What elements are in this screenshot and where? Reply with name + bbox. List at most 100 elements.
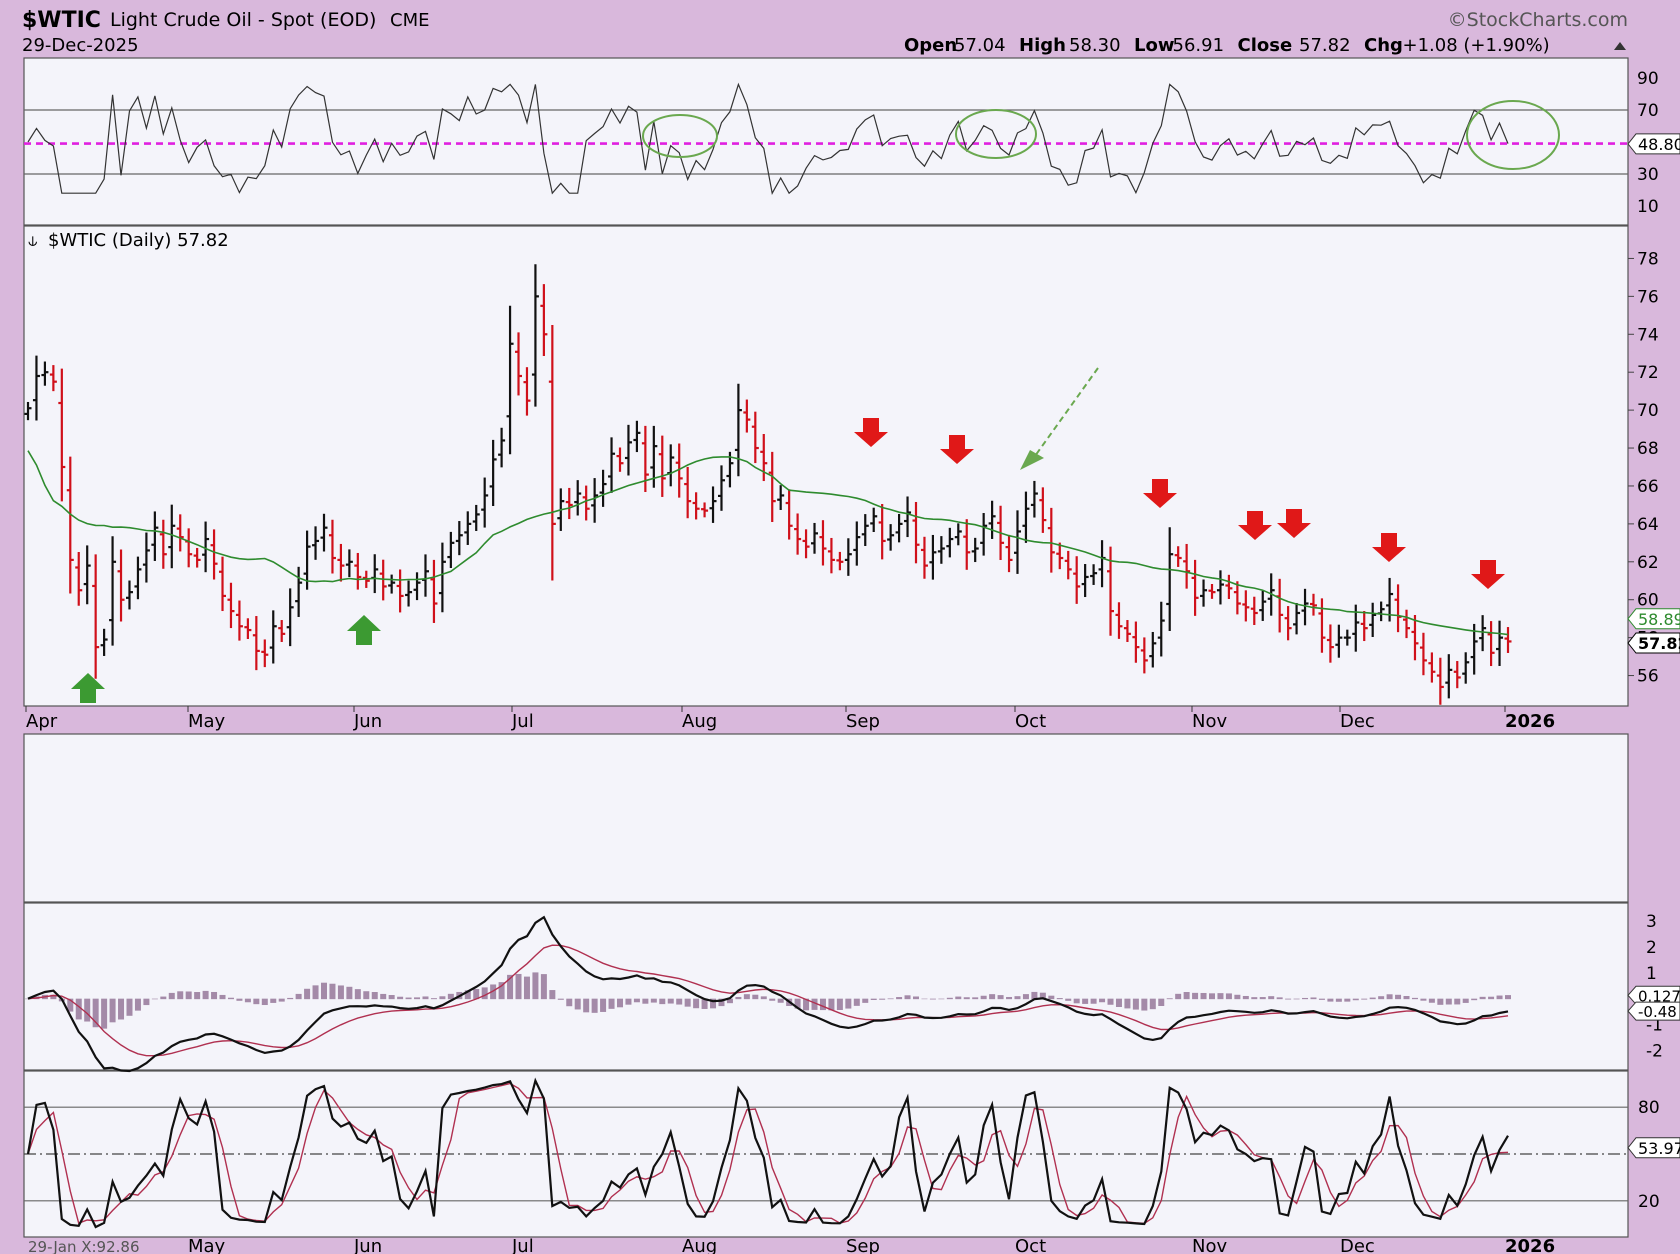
macd-histogram-bar	[1318, 998, 1325, 1000]
macd-histogram-bar	[938, 998, 945, 1000]
resistance-arrow	[940, 435, 974, 464]
resistance-arrow	[1238, 511, 1272, 540]
ohlc-bar	[244, 618, 252, 639]
macd-histogram-bar	[777, 998, 784, 1003]
ohlc-bar	[1123, 620, 1131, 642]
ohlc-bar	[1047, 507, 1055, 573]
month-label: Sep	[846, 711, 880, 732]
ohlc-label: Close	[1238, 35, 1293, 56]
ohlc-bar	[1411, 614, 1419, 661]
macd-histogram-bar	[659, 998, 666, 1005]
ohlc-bar	[946, 527, 954, 558]
support-arrow	[347, 615, 381, 645]
macd-histogram-bar	[439, 996, 446, 1000]
highlight-circle	[642, 114, 718, 158]
value-tag-label: 57.82	[1638, 634, 1680, 653]
ohlc-bar	[219, 556, 227, 612]
ohlc-bar	[1428, 652, 1436, 683]
ohlc-bar	[827, 537, 835, 574]
macd-histogram-bar	[1369, 997, 1376, 1000]
bottom-axis-label: 2026	[1505, 1236, 1555, 1254]
ohlc-bar	[1318, 598, 1326, 653]
month-label: May	[188, 711, 226, 732]
macd-histogram-bar	[1276, 997, 1283, 1000]
macd-histogram-bar	[346, 986, 353, 1000]
ohlc-bar	[1233, 581, 1241, 615]
ohlc-bar	[506, 305, 514, 455]
macd-histogram-bar	[1149, 998, 1156, 1010]
macd-histogram-bar	[625, 998, 632, 1005]
ohlc-bar	[937, 536, 945, 564]
macd-histogram-bar	[1378, 996, 1385, 1000]
ohlc-bar	[548, 325, 556, 581]
macd-tick-label: 2	[1646, 938, 1657, 958]
ohlc-bar	[1166, 527, 1174, 632]
rsi-tick-label: 10	[1637, 197, 1659, 217]
macd-line	[27, 915, 1509, 1073]
macd-histogram-bar	[1479, 996, 1486, 1000]
macd-histogram-bar	[1327, 998, 1334, 1002]
ohlc-bar	[768, 451, 776, 522]
macd-histogram-bar	[287, 997, 294, 1000]
macd-histogram-bar	[1132, 998, 1139, 1010]
macd-histogram-bar	[921, 998, 928, 1000]
macd-histogram-bar	[583, 998, 590, 1013]
macd-histogram-bar	[650, 998, 657, 1003]
macd-histogram-bar	[845, 998, 852, 1009]
macd-histogram-bar	[1285, 998, 1292, 1000]
ohlc-bar	[1242, 590, 1250, 622]
ohlc-bar	[388, 574, 396, 594]
ohlc-bar	[878, 504, 886, 560]
ohlc-bar	[1208, 583, 1216, 599]
macd-histogram-bar	[414, 997, 421, 1000]
ohlc-bar	[100, 628, 108, 656]
ohlc-bar	[1073, 556, 1081, 604]
macd-histogram-bar	[363, 991, 370, 1000]
macd-histogram-bar	[591, 998, 598, 1013]
macd-value-label: 0.127	[1638, 987, 1680, 1005]
stochastic-value-tag	[1627, 1137, 1680, 1159]
ohlc-bar	[1174, 546, 1182, 567]
macd-histogram-bar	[1175, 993, 1182, 1000]
ohlc-label: Open	[904, 35, 957, 56]
macd-histogram-bar	[227, 997, 234, 1000]
exchange-label: CME	[390, 10, 429, 31]
macd-histogram-bar	[955, 996, 962, 1000]
macd-histogram-bar	[828, 998, 835, 1011]
ohlc-bar	[438, 542, 446, 613]
macd-histogram-bar	[109, 998, 116, 1023]
bar-chart-icon: ⫝	[28, 231, 38, 250]
ohlc-bar	[565, 487, 573, 520]
ohlc-bar	[66, 456, 74, 594]
ohlc-bar	[303, 530, 311, 590]
ohlc-bar	[515, 332, 523, 396]
ohlc-bar	[1250, 596, 1258, 626]
macd-histogram-bar	[160, 996, 167, 1000]
bottom-axis-label: Nov	[1192, 1236, 1227, 1254]
ohlc-bar	[574, 480, 582, 516]
ohlc-value: 58.30	[1069, 35, 1121, 56]
resistance-arrow	[1471, 560, 1505, 589]
ohlc-bar	[1005, 534, 1013, 573]
ohlc-bar	[49, 365, 57, 392]
ohlc-label: Chg	[1364, 35, 1403, 56]
macd-histogram-bar	[1183, 992, 1190, 1000]
ohlc-bar	[582, 485, 590, 521]
stochastic-layer: 20 80 53.97	[24, 1077, 1680, 1229]
macd-histogram-bar	[803, 998, 810, 1011]
macd-histogram-bar	[540, 974, 547, 1000]
ohlc-bar	[464, 511, 472, 545]
macd-histogram-bar	[617, 998, 623, 1008]
macd-histogram-bar	[718, 998, 725, 1007]
macd-histogram-bar	[92, 998, 99, 1028]
ohlc-value: 57.04	[954, 35, 1006, 56]
ohlc-bar	[413, 572, 421, 601]
macd-tick-label: 1	[1646, 964, 1657, 984]
brand-label[interactable]: ©StockCharts.com	[1448, 9, 1628, 31]
macd-value-tag	[1627, 985, 1680, 1005]
ohlc-bar	[117, 549, 125, 622]
ohlc-bar	[1284, 606, 1292, 641]
ohlc-bar	[1301, 588, 1309, 626]
ohlc-value: 57.82	[1299, 35, 1351, 56]
macd-histogram-bar	[1056, 998, 1063, 1000]
